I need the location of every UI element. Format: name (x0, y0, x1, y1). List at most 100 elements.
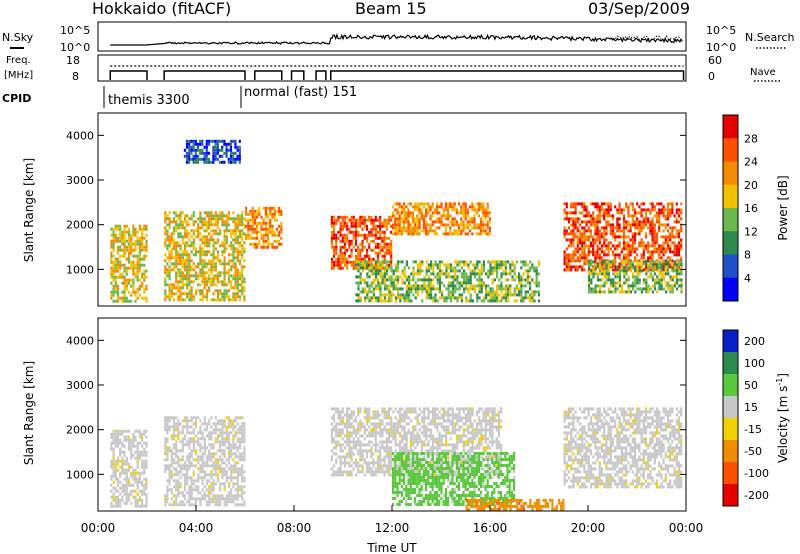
echo-cell (185, 151, 189, 155)
echo-cell (141, 281, 144, 285)
echo-cell (348, 413, 351, 417)
echo-cell (364, 281, 367, 285)
echo-cell (110, 281, 113, 285)
echo-cell (335, 257, 338, 261)
echo-cell (219, 280, 222, 284)
echo-cell (123, 227, 126, 231)
echo-cell (596, 272, 599, 276)
echo-cell (460, 205, 463, 209)
echo-cell (487, 260, 490, 264)
echo-cell (671, 263, 674, 267)
echo-cell (199, 232, 202, 236)
colorbar-tick-label: 4 (744, 272, 751, 285)
echo-cell (164, 226, 167, 230)
echo-cell (366, 260, 369, 264)
echo-cell (609, 247, 612, 251)
echo-cell (438, 269, 441, 273)
echo-cell (414, 296, 417, 300)
echo-cell (179, 286, 182, 290)
echo-cell (677, 265, 681, 269)
echo-cell (565, 256, 568, 260)
echo-cell (234, 262, 237, 266)
echo-cell (238, 428, 242, 432)
echo-cell (408, 278, 411, 282)
echo-cell (343, 455, 347, 459)
echo-cell (143, 236, 146, 240)
echo-cell (346, 440, 349, 444)
echo-cell (489, 260, 492, 264)
echo-cell (421, 299, 424, 303)
echo-cell (493, 278, 496, 282)
echo-cell (110, 260, 113, 264)
echo-cell (177, 295, 180, 299)
echo-cell (368, 296, 371, 300)
echo-cell (480, 278, 483, 282)
echo-cell (376, 245, 380, 249)
echo-cell (341, 407, 344, 411)
echo-cell (399, 287, 402, 291)
echo-cell (664, 214, 667, 218)
echo-cell (651, 260, 654, 264)
echo-cell (232, 295, 235, 299)
echo-cell (513, 263, 516, 267)
echo-cell (192, 160, 195, 164)
echo-cell (469, 278, 472, 282)
echo-cell (199, 244, 202, 248)
echo-cell (225, 142, 228, 146)
echo-cell (616, 268, 619, 272)
echo-cell (418, 232, 421, 236)
echo-cell (201, 259, 204, 263)
echo-cell (385, 236, 388, 240)
echo-cell (453, 232, 456, 236)
echo-cell (205, 154, 208, 158)
echo-cell (513, 287, 516, 291)
echo-cell (627, 244, 630, 248)
echo-cell (138, 257, 141, 261)
echo-cell (463, 272, 466, 276)
echo-cell (605, 226, 608, 230)
echo-cell (430, 293, 433, 297)
echo-cell (192, 503, 195, 507)
echo-cell (592, 217, 595, 221)
echo-cell (343, 263, 347, 267)
echo-cell (658, 250, 661, 254)
echo-cell (600, 247, 604, 251)
echo-cell (522, 299, 525, 303)
echo-cell (469, 269, 472, 273)
echo-cell (618, 226, 621, 230)
echo-cell (241, 277, 244, 281)
echo-cell (372, 287, 375, 291)
echo-cell (164, 440, 167, 444)
echo-cell (607, 287, 610, 291)
echo-cell (376, 242, 380, 246)
echo-cell (422, 229, 425, 233)
echo-cell (563, 262, 566, 266)
echo-cell (179, 223, 182, 227)
echo-cell (112, 456, 115, 460)
echo-cell (596, 244, 599, 248)
echo-cell (469, 220, 472, 224)
echo-cell (354, 242, 358, 246)
echo-cell (675, 244, 678, 248)
echo-cell (572, 226, 575, 230)
echo-cell (232, 467, 235, 471)
echo-cell (203, 437, 206, 441)
echo-cell (227, 437, 231, 441)
echo-cell (585, 238, 588, 242)
echo-cell (136, 462, 139, 466)
echo-cell (134, 245, 137, 249)
echo-cell (183, 214, 187, 218)
echo-cell (130, 450, 133, 454)
echo-cell (642, 250, 645, 254)
echo-cell (214, 217, 217, 221)
echo-cell (125, 287, 128, 291)
echo-cell (366, 263, 369, 267)
echo-cell (431, 223, 434, 227)
echo-cell (671, 241, 674, 245)
echo-cell (390, 269, 393, 273)
echo-cell (168, 425, 171, 429)
echo-cell (197, 458, 200, 462)
echo-cell (216, 280, 220, 284)
echo-cell (365, 236, 369, 240)
echo-cell (642, 220, 645, 224)
